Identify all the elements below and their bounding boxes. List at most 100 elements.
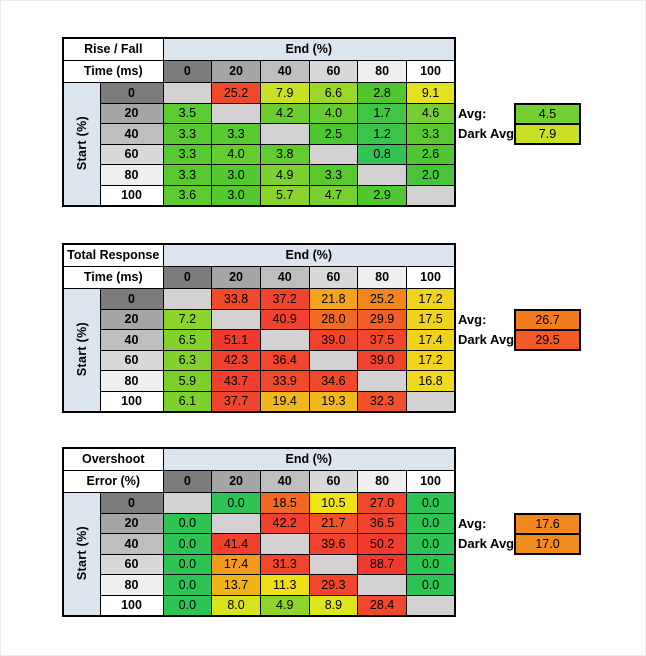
cell-r1-c5: 0.0 <box>405 512 456 534</box>
col-header-40: 40 <box>259 266 310 289</box>
cell-r1-c5: 4.6 <box>405 102 456 124</box>
cell-r3-c4: 88.7 <box>357 553 407 575</box>
cell-r0-c4: 2.8 <box>357 82 407 104</box>
cell-r4-c1: 3.0 <box>211 164 261 186</box>
blank-cell-r4-c4 <box>357 370 407 392</box>
cell-r0-c4: 27.0 <box>357 492 407 514</box>
rise-fall-table-section: Rise / Fall End (%) Time (ms) 0 20 40 60 80 100 S… <box>0 37 646 213</box>
cell-r4-c5: 2.0 <box>405 164 456 186</box>
dark-avg-label: Dark Avg: <box>458 332 519 347</box>
cell-r2-c3: 39.0 <box>308 329 359 351</box>
col-header-20: 20 <box>211 60 261 83</box>
dark-avg-label: Dark Avg: <box>458 536 519 551</box>
col-header-40: 40 <box>259 470 310 493</box>
cell-r0-c4: 25.2 <box>357 288 407 310</box>
cell-r4-c3: 3.3 <box>308 164 359 186</box>
row-header-100: 100 <box>99 390 164 413</box>
row-header-20: 20 <box>99 102 164 124</box>
col-axis-header: End (%) <box>162 243 456 267</box>
cell-r3-c0: 6.3 <box>162 349 213 371</box>
cell-r5-c4: 28.4 <box>357 594 407 617</box>
cell-r0-c1: 33.8 <box>211 288 261 310</box>
total-response-time-heatmap: Total Response End (%) Time (ms) 0 20 40 60 80 1… <box>62 243 457 413</box>
row-header-60: 60 <box>99 143 164 165</box>
cell-r2-c5: 0.0 <box>405 533 456 555</box>
cell-r3-c4: 0.8 <box>357 143 407 165</box>
row-header-40: 40 <box>99 123 164 145</box>
cell-r5-c3: 19.3 <box>308 390 359 413</box>
blank-cell-r3-c3 <box>308 143 359 165</box>
cell-r5-c3: 8.9 <box>308 594 359 617</box>
cell-r5-c0: 3.6 <box>162 184 213 207</box>
col-header-100: 100 <box>405 470 456 493</box>
total-response-table-section: Total Response End (%) Time (ms) 0 20 40 60 80 1… <box>0 243 646 419</box>
col-header-100: 100 <box>405 266 456 289</box>
cell-r1-c5: 17.5 <box>405 308 456 330</box>
cell-r4-c2: 11.3 <box>259 574 310 596</box>
cell-r0-c1: 0.0 <box>211 492 261 514</box>
cell-r5-c3: 4.7 <box>308 184 359 207</box>
blank-cell-r1-c1 <box>211 512 261 534</box>
cell-r5-c1: 37.7 <box>211 390 261 413</box>
cell-r3-c1: 42.3 <box>211 349 261 371</box>
cell-r1-c4: 1.7 <box>357 102 407 124</box>
cell-r0-c3: 6.6 <box>308 82 359 104</box>
cell-r2-c1: 3.3 <box>211 123 261 145</box>
cell-r2-c3: 2.5 <box>308 123 359 145</box>
cell-r3-c4: 39.0 <box>357 349 407 371</box>
row-header-100: 100 <box>99 594 164 617</box>
cell-r2-c5: 17.4 <box>405 329 456 351</box>
col-header-80: 80 <box>357 470 407 493</box>
row-axis-label: Start (%) <box>74 525 89 580</box>
dark-avg-value-box: 29.5 <box>514 329 581 351</box>
avg-value-box: 26.7 <box>514 309 581 331</box>
rise-fall-time-heatmap: Rise / Fall End (%) Time (ms) 0 20 40 60 80 100 S… <box>62 37 457 207</box>
dark-avg-value-box: 17.0 <box>514 533 581 555</box>
row-header-0: 0 <box>99 288 164 310</box>
blank-cell-r0-c0 <box>162 288 213 310</box>
cell-r3-c5: 2.6 <box>405 143 456 165</box>
cell-r2-c0: 0.0 <box>162 533 213 555</box>
row-header-60: 60 <box>99 553 164 575</box>
avg-value-box: 4.5 <box>514 103 581 125</box>
blank-cell-r0-c0 <box>162 82 213 104</box>
col-header-60: 60 <box>308 60 359 83</box>
cell-r1-c3: 28.0 <box>308 308 359 330</box>
row-header-60: 60 <box>99 349 164 371</box>
blank-cell-r5-c5 <box>405 390 456 413</box>
cell-r1-c2: 40.9 <box>259 308 310 330</box>
cell-r0-c2: 7.9 <box>259 82 310 104</box>
cell-r3-c0: 3.3 <box>162 143 213 165</box>
avg-label: Avg: <box>458 312 487 327</box>
cell-r0-c2: 37.2 <box>259 288 310 310</box>
blank-cell-r4-c4 <box>357 574 407 596</box>
cell-r4-c1: 43.7 <box>211 370 261 392</box>
cell-r5-c1: 3.0 <box>211 184 261 207</box>
overshoot-table-section: Overshoot End (%) Error (%) 0 20 40 60 80 100 Sta… <box>0 447 646 623</box>
col-header-20: 20 <box>211 266 261 289</box>
cell-r2-c1: 41.4 <box>211 533 261 555</box>
cell-r4-c5: 0.0 <box>405 574 456 596</box>
blank-cell-r2-c2 <box>259 123 310 145</box>
col-axis-header: End (%) <box>162 37 456 61</box>
cell-r5-c2: 5.7 <box>259 184 310 207</box>
table-title-line1: Overshoot <box>62 447 164 471</box>
dark-avg-value-box: 7.9 <box>514 123 581 145</box>
table-title-line1: Total Response <box>62 243 164 267</box>
cell-r4-c0: 5.9 <box>162 370 213 392</box>
cell-r2-c4: 37.5 <box>357 329 407 351</box>
blank-cell-r3-c3 <box>308 349 359 371</box>
row-header-80: 80 <box>99 164 164 186</box>
cell-r4-c2: 33.9 <box>259 370 310 392</box>
col-header-0: 0 <box>162 470 213 493</box>
blank-cell-r0-c0 <box>162 492 213 514</box>
cell-r2-c4: 1.2 <box>357 123 407 145</box>
cell-r5-c2: 19.4 <box>259 390 310 413</box>
blank-cell-r5-c5 <box>405 594 456 617</box>
blank-cell-r1-c1 <box>211 308 261 330</box>
cell-r1-c0: 3.5 <box>162 102 213 124</box>
cell-r5-c0: 0.0 <box>162 594 213 617</box>
cell-r1-c0: 0.0 <box>162 512 213 534</box>
col-header-100: 100 <box>405 60 456 83</box>
